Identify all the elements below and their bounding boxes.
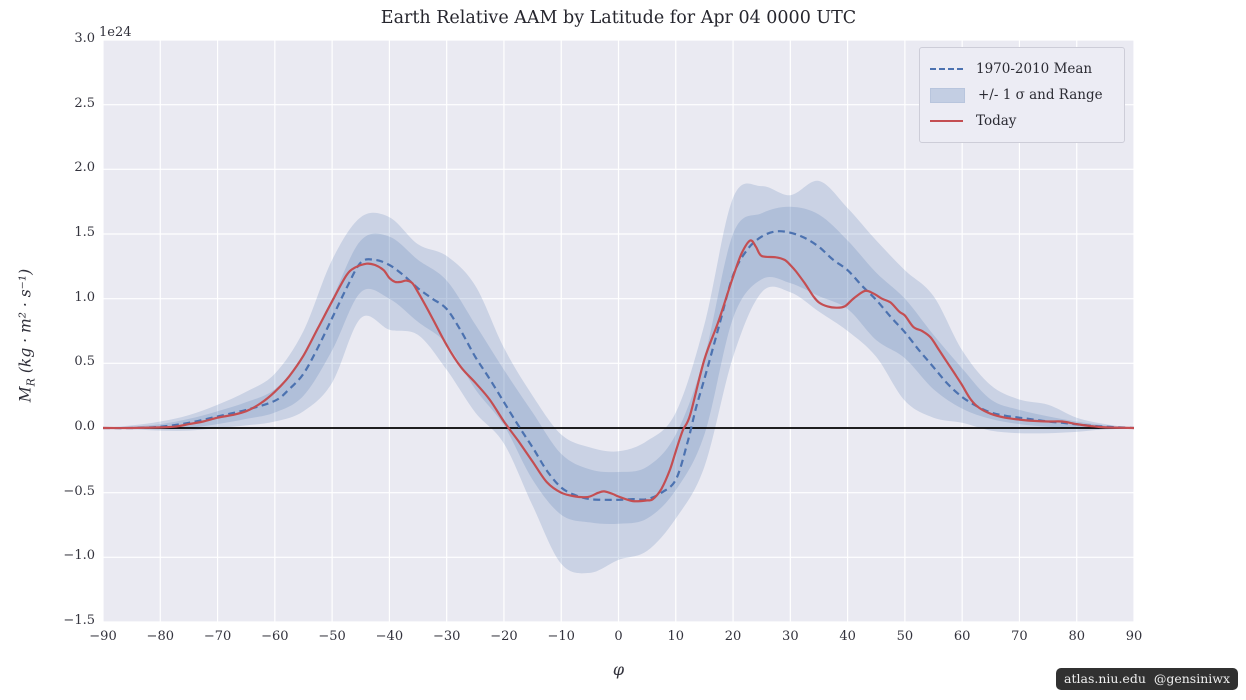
x-tick-label: −60 <box>261 629 289 644</box>
legend-label-mean: 1970-2010 Mean <box>976 61 1093 77</box>
x-tick-label: 70 <box>1011 629 1028 644</box>
x-tick-label: 50 <box>896 629 914 644</box>
range-band <box>103 180 1134 574</box>
x-tick-label: 10 <box>667 629 685 644</box>
y-tick-label: 0.0 <box>74 419 95 434</box>
legend-item-mean: 1970-2010 Mean <box>930 56 1114 82</box>
y-tick-label: −0.5 <box>63 483 95 499</box>
x-tick-label: −10 <box>547 629 575 644</box>
y-axis-label-units: (kg · m² · s⁻¹) <box>16 268 35 379</box>
x-axis-label: φ <box>612 660 625 679</box>
y-tick-label: 1.5 <box>74 225 95 240</box>
x-tick-label: 60 <box>953 629 971 644</box>
watermark-badge: atlas.niu.edu @gensiniwx <box>1056 668 1238 690</box>
today-line-swatch <box>930 120 963 122</box>
legend-label-sigma-range: +/- 1 σ and Range <box>978 87 1103 103</box>
x-tick-label: 90 <box>1125 629 1143 644</box>
x-tick-label: 30 <box>782 629 799 644</box>
mean-line <box>102 230 1135 501</box>
y-axis-label-symbol: M <box>16 386 35 403</box>
x-tick-label: 80 <box>1068 629 1085 644</box>
x-tick-label: 40 <box>839 629 856 644</box>
legend-item-today: Today <box>930 108 1114 134</box>
legend-item-sigma-range: +/- 1 σ and Range <box>930 82 1114 108</box>
legend-label-today: Today <box>976 113 1017 129</box>
x-tick-label: −70 <box>203 629 232 644</box>
x-tick-label: −90 <box>89 629 117 644</box>
y-tick-label: 3.0 <box>74 31 95 46</box>
mean-dashed-line-swatch <box>930 68 963 70</box>
y-tick-label: 1.0 <box>74 289 95 305</box>
y-tick-label: 2.0 <box>74 160 95 176</box>
x-tick-label: −40 <box>375 629 404 644</box>
y-tick-label: −1.5 <box>63 613 95 628</box>
sigma-band-swatch <box>930 87 965 103</box>
sigma-band <box>103 206 1134 525</box>
today-line <box>102 239 1135 503</box>
x-tick-label: −80 <box>146 629 174 644</box>
chart-title: Earth Relative AAM by Latitude for Apr 0… <box>380 8 857 28</box>
legend: 1970-2010 Mean +/- 1 σ and Range Today <box>919 47 1125 143</box>
x-tick-label: −30 <box>432 629 461 644</box>
grid-lines <box>102 39 1135 623</box>
y-tick-label: 2.5 <box>74 95 95 111</box>
y-axis-label: MR (kg · m² · s⁻¹) <box>16 191 37 481</box>
y-tick-label: −1.0 <box>63 548 95 564</box>
y-axis-label-subscript: R <box>24 378 38 387</box>
x-tick-label: −50 <box>318 629 346 644</box>
y-axis-offset-label: 1e24 <box>99 25 132 40</box>
y-tick-label: 0.5 <box>74 354 95 370</box>
x-tick-label: 20 <box>724 629 742 644</box>
x-tick-label: −20 <box>490 629 518 644</box>
x-tick-label: 0 <box>614 629 623 644</box>
